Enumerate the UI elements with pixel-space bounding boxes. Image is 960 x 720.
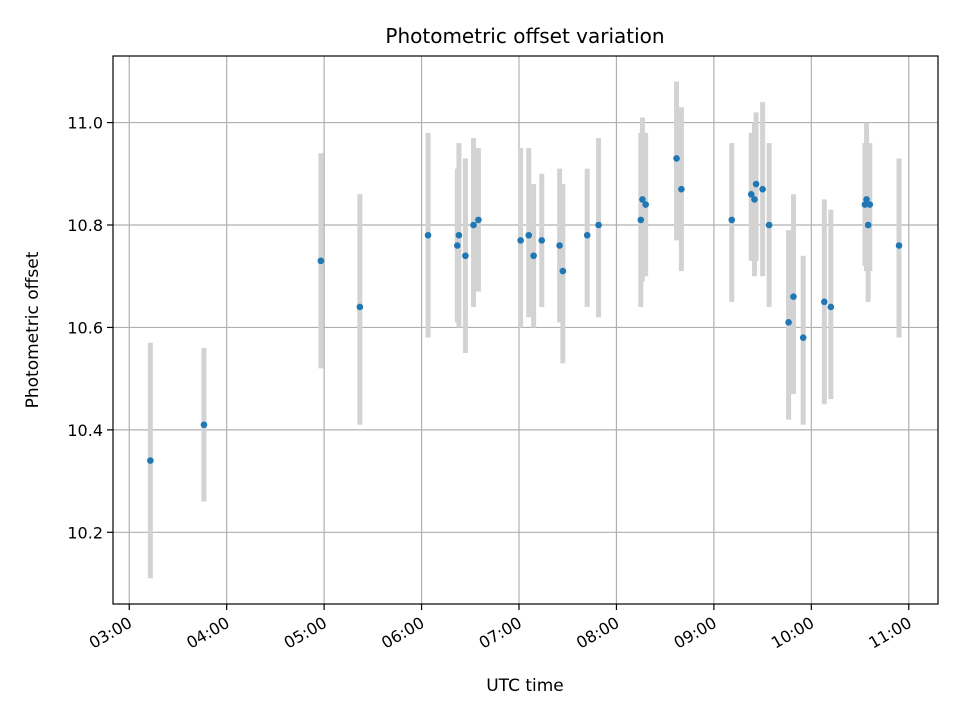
data-point <box>785 319 792 326</box>
data-point <box>530 252 537 260</box>
data-point <box>752 180 760 188</box>
data-point <box>747 190 755 198</box>
data-point <box>861 201 869 208</box>
data-point <box>790 293 797 301</box>
data-point <box>470 221 477 229</box>
data-point <box>821 298 828 306</box>
y-tick-label: 10.6 <box>67 318 103 337</box>
y-tick-label: 10.4 <box>67 421 103 440</box>
x-tick-label: 04:00 <box>183 613 232 653</box>
x-tick-label: 10:00 <box>768 613 817 653</box>
data-point <box>765 221 773 229</box>
x-tick-label: 09:00 <box>670 613 719 653</box>
data-point <box>751 196 758 203</box>
x-tick-label: 07:00 <box>476 613 525 653</box>
grid <box>113 56 938 604</box>
x-tick-label: 03:00 <box>86 613 135 653</box>
data-point <box>583 231 591 239</box>
x-tick-label: 06:00 <box>378 613 427 653</box>
data-markers <box>147 155 903 464</box>
data-point <box>200 421 208 429</box>
data-point <box>356 303 364 311</box>
data-point <box>424 231 432 239</box>
data-point <box>147 457 154 464</box>
data-point <box>525 231 533 239</box>
y-tick-label: 11.0 <box>67 114 103 133</box>
data-point <box>556 242 563 249</box>
data-point <box>678 185 685 193</box>
x-tick-label: 08:00 <box>573 613 622 653</box>
x-tick-label: 11:00 <box>865 613 914 653</box>
data-point <box>595 221 602 229</box>
data-point <box>799 334 807 341</box>
data-point <box>455 231 463 239</box>
data-point <box>863 196 870 203</box>
data-point <box>559 267 567 275</box>
plot-frame <box>112 55 939 605</box>
data-point <box>642 201 649 208</box>
data-point <box>864 221 872 229</box>
x-axis-label: UTC time <box>486 676 564 696</box>
chart-title: Photometric offset variation <box>385 24 664 48</box>
y-tick-label: 10.8 <box>67 216 103 235</box>
data-point <box>637 216 645 224</box>
data-point <box>673 155 680 162</box>
data-point <box>728 216 736 224</box>
data-point <box>475 216 482 224</box>
error-bars <box>147 81 902 579</box>
x-axis-ticks: 03:00 04:00 05:00 06:00 07:00 08:00 09:00 10:00… <box>86 604 915 653</box>
data-point <box>538 237 546 244</box>
data-point <box>517 237 524 244</box>
data-point <box>895 242 903 249</box>
data-point <box>317 257 325 265</box>
data-point <box>827 303 835 311</box>
y-tick-label: 10.2 <box>67 523 103 542</box>
data-point <box>453 242 461 249</box>
data-point <box>759 185 766 193</box>
data-point <box>639 196 646 203</box>
y-axis-label: Photometric offset <box>23 251 43 408</box>
data-point <box>866 201 874 208</box>
data-point <box>462 252 469 260</box>
x-tick-label: 05:00 <box>281 613 330 653</box>
y-axis-ticks: 10.2 10.4 10.6 10.8 11.0 <box>67 114 113 542</box>
